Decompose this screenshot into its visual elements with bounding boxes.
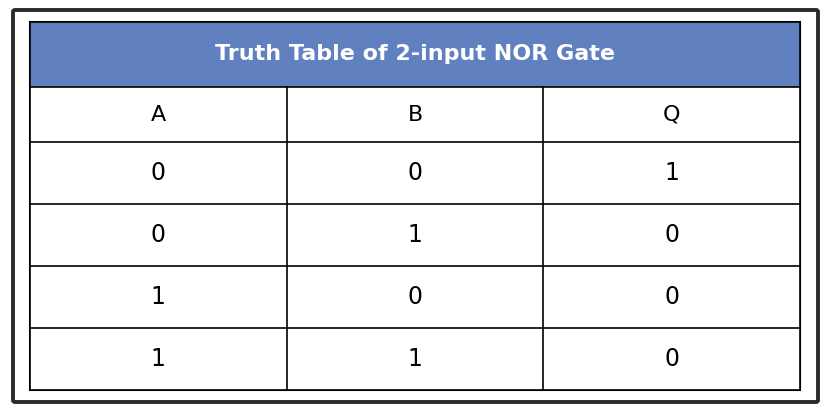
Text: 0: 0 [151, 223, 166, 247]
Text: B: B [407, 105, 423, 124]
Text: Truth Table of 2-input NOR Gate: Truth Table of 2-input NOR Gate [215, 44, 615, 64]
Text: Q: Q [663, 105, 681, 124]
FancyBboxPatch shape [13, 10, 818, 402]
Bar [30, 22, 800, 87]
Text: 0: 0 [664, 285, 679, 309]
Text: 0: 0 [664, 223, 679, 247]
Text: 0: 0 [664, 347, 679, 371]
Text: 0: 0 [407, 161, 422, 185]
Text: A: A [150, 105, 166, 124]
Text: 1: 1 [151, 347, 165, 371]
Text: 0: 0 [151, 161, 166, 185]
Bar [30, 328, 800, 390]
Text: 1: 1 [407, 223, 422, 247]
Text: 1: 1 [664, 161, 679, 185]
Bar [30, 22, 800, 390]
Text: 1: 1 [407, 347, 422, 371]
Text: 0: 0 [407, 285, 422, 309]
Bar [30, 204, 800, 266]
Bar [30, 142, 800, 204]
Bar [30, 87, 800, 142]
Bar [30, 266, 800, 328]
Text: 1: 1 [151, 285, 165, 309]
